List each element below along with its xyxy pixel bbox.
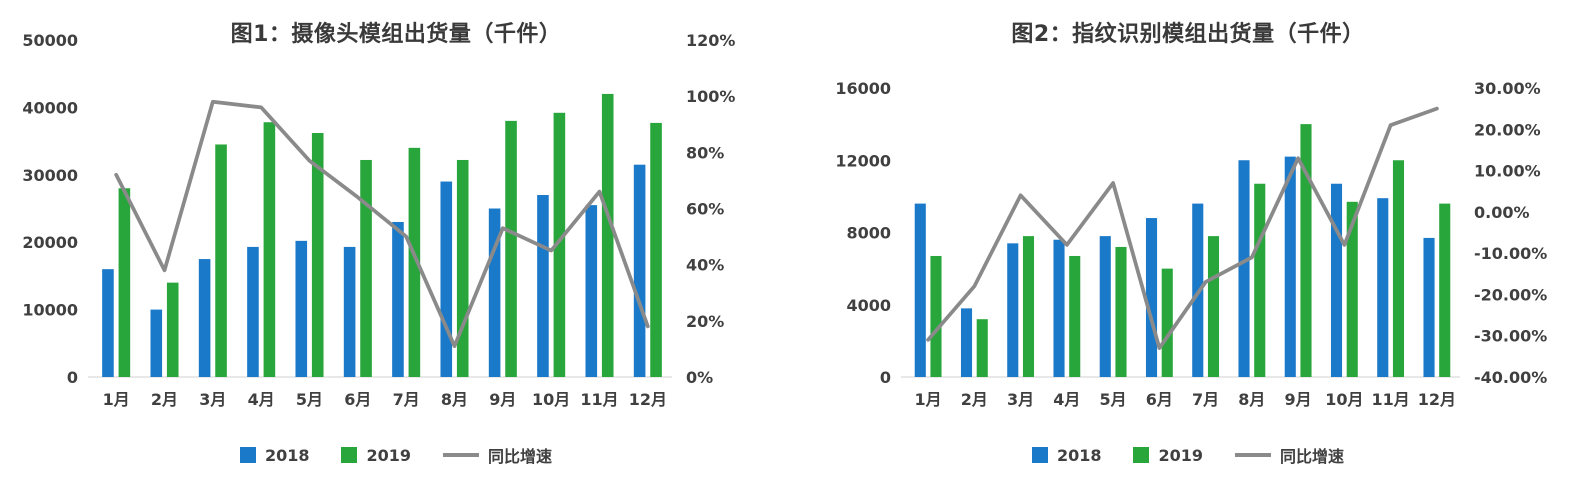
svg-text:100%: 100% — [686, 87, 735, 106]
svg-text:30000: 30000 — [22, 166, 78, 185]
svg-text:-40.00%: -40.00% — [1474, 368, 1547, 387]
svg-text:40000: 40000 — [22, 98, 78, 117]
svg-text:11月: 11月 — [1371, 390, 1409, 409]
svg-text:0: 0 — [67, 368, 78, 387]
svg-text:9月: 9月 — [1285, 390, 1312, 409]
svg-text:3月: 3月 — [1007, 390, 1034, 409]
legend-label-growth: 同比增速 — [1280, 447, 1345, 466]
svg-text:-10.00%: -10.00% — [1474, 244, 1547, 263]
legend-label-2019: 2019 — [1158, 445, 1204, 465]
legend-label-2018: 2018 — [1056, 445, 1102, 465]
svg-text:4月: 4月 — [248, 390, 275, 409]
legend-label-2018: 2018 — [264, 445, 310, 465]
svg-text:12月: 12月 — [629, 390, 667, 409]
legend-item-2019: 2019 — [1133, 446, 1203, 465]
svg-text:4月: 4月 — [1053, 390, 1080, 409]
svg-text:60%: 60% — [686, 200, 724, 219]
legend-line-swatch-growth — [443, 453, 480, 457]
legend-swatch-2018 — [239, 447, 256, 463]
svg-text:8000: 8000 — [846, 224, 891, 243]
legend-label-growth: 同比增速 — [488, 447, 553, 466]
svg-text:80%: 80% — [686, 143, 724, 162]
legend-swatch-2018 — [1031, 447, 1048, 463]
svg-text:9月: 9月 — [489, 390, 516, 409]
svg-text:10000: 10000 — [22, 301, 78, 320]
svg-text:2月: 2月 — [151, 390, 178, 409]
svg-text:16000: 16000 — [835, 79, 891, 98]
fingerprint-chart-legend: 2018 2019 同比增速 — [792, 443, 1584, 467]
svg-text:6月: 6月 — [1146, 390, 1173, 409]
svg-text:5月: 5月 — [1100, 390, 1127, 409]
svg-text:1月: 1月 — [103, 390, 130, 409]
svg-text:120%: 120% — [686, 31, 735, 50]
svg-text:4000: 4000 — [846, 296, 891, 315]
svg-text:6月: 6月 — [344, 390, 371, 409]
svg-text:20000: 20000 — [22, 233, 78, 252]
svg-text:0%: 0% — [686, 368, 713, 387]
legend-line-swatch-growth — [1235, 453, 1272, 457]
fingerprint-chart-plot: 0 4000 8000 12000 16000 -40.00% -30.00% -20.00%… — [835, 79, 1547, 409]
svg-text:20.00%: 20.00% — [1474, 120, 1541, 139]
legend-item-2018: 2018 — [1031, 445, 1102, 465]
svg-text:-30.00%: -30.00% — [1474, 327, 1547, 346]
svg-text:12月: 12月 — [1418, 390, 1456, 409]
svg-text:50000: 50000 — [22, 31, 78, 50]
camera-chart-legend: 2018 2019 同比增速 — [0, 443, 792, 467]
svg-text:0.00%: 0.00% — [1474, 203, 1530, 222]
svg-text:2月: 2月 — [961, 390, 988, 409]
svg-text:10.00%: 10.00% — [1474, 162, 1541, 181]
camera-module-chart-panel: 0 10000 20000 30000 40000 50000 0% 20% 40% 60% 80%… — [0, 22, 792, 467]
svg-text:0: 0 — [880, 368, 891, 387]
svg-text:10月: 10月 — [1325, 390, 1363, 409]
legend-swatch-2019 — [1133, 447, 1150, 463]
svg-text:20%: 20% — [686, 312, 724, 331]
svg-text:40%: 40% — [686, 256, 724, 275]
svg-text:3月: 3月 — [199, 390, 226, 409]
svg-text:30.00%: 30.00% — [1474, 79, 1541, 98]
legend-swatch-2019 — [341, 447, 358, 463]
legend-label-2019: 2019 — [366, 445, 412, 465]
legend-item-growth: 同比增速 — [443, 443, 552, 467]
svg-text:12000: 12000 — [835, 151, 891, 170]
svg-text:-20.00%: -20.00% — [1474, 285, 1547, 304]
svg-text:11月: 11月 — [580, 390, 618, 409]
svg-text:8月: 8月 — [441, 390, 468, 409]
svg-text:5月: 5月 — [296, 390, 323, 409]
legend-item-2018: 2018 — [239, 445, 310, 465]
svg-text:8月: 8月 — [1238, 390, 1265, 409]
legend-item-growth: 同比增速 — [1235, 443, 1344, 467]
fingerprint-module-chart-panel: 0 4000 8000 12000 16000 -40.00% -30.00% -20.00%… — [792, 0, 1584, 490]
svg-text:7月: 7月 — [1192, 390, 1219, 409]
svg-text:7月: 7月 — [393, 390, 420, 409]
svg-text:1月: 1月 — [915, 390, 942, 409]
svg-text:10月: 10月 — [532, 390, 570, 409]
camera-chart-plot: 0 10000 20000 30000 40000 50000 0% 20% 40% 60% 80%… — [22, 31, 735, 409]
legend-item-2019: 2019 — [341, 446, 411, 465]
